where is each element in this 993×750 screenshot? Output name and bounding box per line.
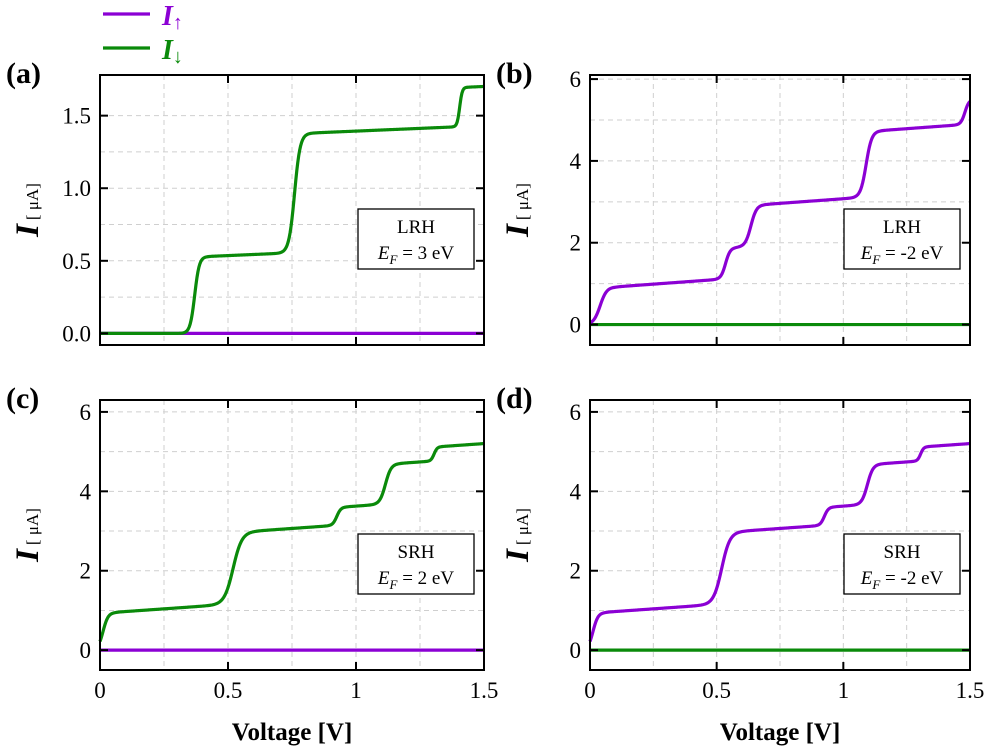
- x-tick-label: 1.5: [956, 678, 985, 703]
- y-axis-label: I [ μA]: [10, 508, 46, 563]
- y-tick-label: 0: [570, 638, 582, 663]
- x-tick-label: 0: [584, 678, 596, 703]
- legend: I↑I↓: [103, 1, 183, 68]
- y-tick-label: 0: [80, 638, 92, 663]
- annotation-fermi-value: = -2 eV: [880, 243, 943, 264]
- x-tick-label: 1: [350, 678, 362, 703]
- y-axis-symbol: I: [500, 223, 536, 238]
- y-tick-label: 1.5: [62, 104, 91, 129]
- annotation-fermi: EF = -2 eV: [860, 243, 944, 267]
- x-axis-label: Voltage [V]: [232, 719, 353, 746]
- annotation-box: [357, 208, 475, 270]
- y-tick-label: 4: [80, 479, 92, 504]
- annotation-fermi-sub: F: [871, 252, 881, 267]
- panel-label: (d): [496, 382, 533, 415]
- legend-label-i-down: I↓: [161, 35, 183, 68]
- x-tick-label: 0.5: [214, 678, 243, 703]
- y-axis-unit: [ μA]: [513, 183, 532, 220]
- y-axis-symbol: I: [500, 548, 536, 563]
- panel-label: (b): [496, 57, 533, 90]
- annotation-fermi-value: = -2 eV: [880, 568, 943, 589]
- y-tick-label: 0.0: [62, 321, 91, 346]
- annotation-fermi-symbol: E: [377, 243, 390, 264]
- annotation-box: [843, 533, 961, 595]
- annotation-model: LRH: [397, 217, 435, 238]
- series-line-i-down: [99, 84, 485, 335]
- y-tick-label: 6: [80, 400, 92, 425]
- x-tick-label: 1.5: [470, 678, 499, 703]
- plot-frame: [589, 399, 971, 671]
- annotation-fermi-symbol: E: [377, 568, 390, 589]
- y-tick-label: 0: [570, 313, 582, 338]
- series-line-i-up: [589, 100, 972, 325]
- annotation-fermi-value: = 3 eV: [397, 243, 454, 264]
- y-tick-label: 4: [570, 149, 582, 174]
- y-tick-label: 2: [80, 559, 92, 584]
- annotation-box: [843, 208, 961, 270]
- y-tick-label: 2: [570, 559, 582, 584]
- legend-label-i-up: I↑: [161, 1, 183, 34]
- legend-symbol: I: [161, 35, 174, 66]
- annotation-fermi-symbol: E: [860, 243, 873, 264]
- annotation-fermi-sub: F: [389, 252, 399, 267]
- y-axis-label: I [ μA]: [500, 183, 536, 238]
- panel-a: 0.0 0.5 1.0 1.5 (a) I [ μA] LRH EF = 3 eV: [6, 57, 485, 346]
- annotation-fermi-value: = 2 eV: [397, 568, 454, 589]
- panel-label: (c): [6, 382, 39, 415]
- y-axis-symbol: I: [10, 548, 46, 563]
- x-axis-label: Voltage [V]: [720, 719, 841, 746]
- panel-d: 0 0.5 1 1.5 0 2 4 6 (d) I [ μA] SRH EF = -2 eV: [496, 382, 984, 703]
- y-tick-label: 1.0: [62, 176, 91, 201]
- y-axis-unit: [ μA]: [23, 183, 42, 220]
- y-tick-label: 4: [570, 479, 582, 504]
- series-line-i-up: [588, 441, 971, 642]
- x-tick-label: 0: [94, 678, 106, 703]
- legend-arrow: ↑: [173, 12, 183, 34]
- annotation-fermi-symbol: E: [860, 568, 873, 589]
- y-axis-label: I [ μA]: [500, 508, 536, 563]
- y-axis-unit: [ μA]: [513, 508, 532, 545]
- plot-frame: [99, 74, 485, 346]
- annotation-fermi: EF = 3 eV: [377, 243, 454, 267]
- annotation-box: [357, 533, 475, 595]
- annotation-fermi: EF = 2 eV: [377, 568, 454, 592]
- legend-symbol: I: [161, 1, 174, 32]
- y-tick-label: 0.5: [62, 249, 91, 274]
- y-axis-symbol: I: [10, 223, 46, 238]
- legend-arrow: ↓: [173, 46, 183, 68]
- x-tick-label: 1: [838, 678, 850, 703]
- x-tick-label: 0.5: [702, 678, 731, 703]
- plot-frame: [589, 74, 971, 346]
- annotation-fermi: EF = -2 eV: [860, 568, 944, 592]
- series-line-i-down: [98, 441, 485, 642]
- annotation-model: LRH: [883, 217, 921, 238]
- panel-b: 0 2 4 6 (b) I [ μA] LRH EF = -2 eV: [496, 57, 972, 346]
- annotation-model: SRH: [398, 542, 435, 563]
- y-tick-label: 6: [570, 67, 582, 92]
- y-axis-unit: [ μA]: [23, 508, 42, 545]
- annotation-model: SRH: [884, 542, 921, 563]
- panel-label: (a): [6, 57, 41, 90]
- annotation-fermi-sub: F: [389, 577, 399, 592]
- y-tick-label: 2: [570, 231, 582, 256]
- panel-c: 0 0.5 1 1.5 0 2 4 6 (c) I [ μA] SRH EF = 2 eV: [6, 382, 498, 703]
- y-axis-label: I [ μA]: [10, 183, 46, 238]
- annotation-fermi-sub: F: [871, 577, 881, 592]
- y-tick-label: 6: [570, 400, 582, 425]
- plot-frame: [99, 399, 485, 671]
